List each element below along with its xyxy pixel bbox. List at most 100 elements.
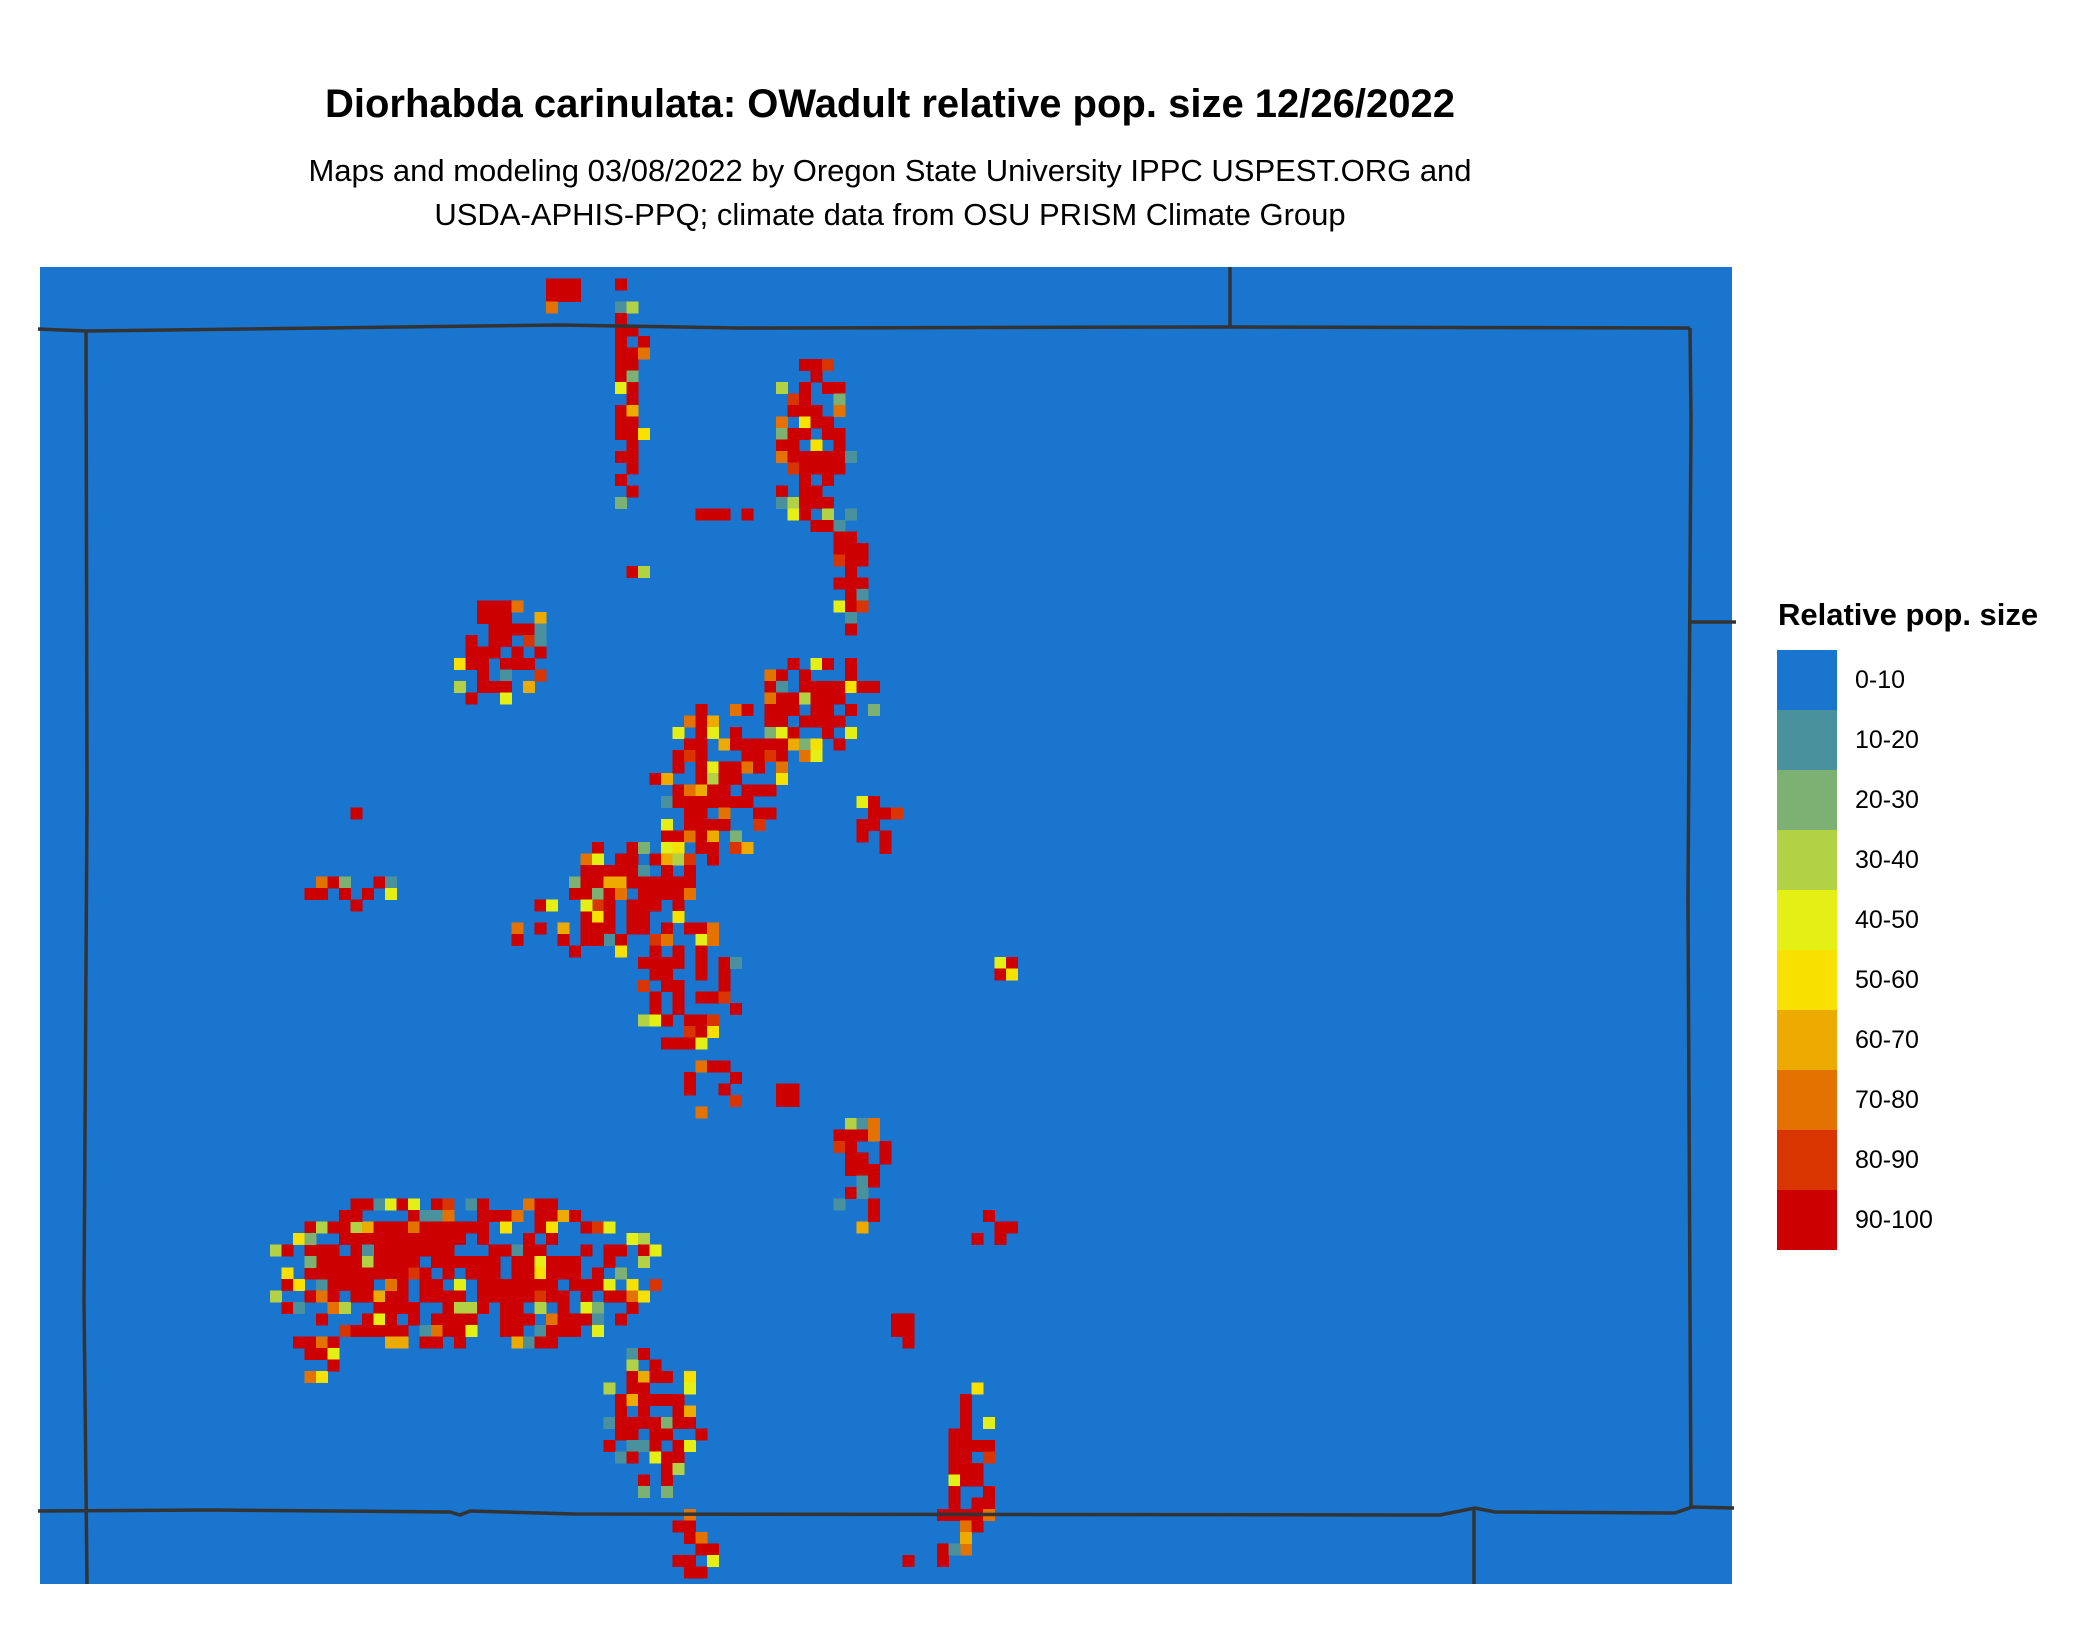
map-cell [661, 1417, 673, 1429]
legend-item: 70-80 [1777, 1070, 1933, 1130]
map-cell [626, 485, 639, 498]
map-cell [362, 1244, 374, 1257]
map-cell [546, 899, 558, 912]
map-cell [799, 474, 811, 486]
map-cell [649, 1440, 662, 1452]
map-cell [454, 1221, 466, 1234]
map-cell [833, 738, 846, 751]
map-cell [603, 888, 616, 900]
map-cell [672, 853, 685, 866]
map-cell [799, 462, 811, 475]
map-cell [672, 842, 685, 854]
map-cell [856, 554, 869, 567]
map-cell [626, 462, 639, 475]
map-cell [672, 991, 685, 1004]
map-cell [661, 888, 673, 900]
map-cell [684, 807, 696, 820]
legend-label: 70-80 [1855, 1085, 1919, 1114]
map-cell [764, 669, 777, 682]
map-cell [615, 474, 627, 486]
map-cell [534, 1267, 547, 1280]
map-cell [615, 451, 627, 463]
map-cell [500, 600, 512, 613]
map-cell [787, 462, 800, 475]
map-cell [408, 1244, 420, 1257]
map-cell [281, 1279, 294, 1291]
map-cell [592, 1302, 604, 1314]
map-cell [730, 1072, 742, 1084]
map-cell [833, 428, 846, 440]
map-cell [500, 623, 512, 636]
map-cell [327, 1244, 340, 1257]
map-cell [431, 1198, 443, 1211]
map-cell [431, 1325, 443, 1337]
map-cell [465, 635, 478, 647]
map-cell [546, 1325, 558, 1337]
map-cell [592, 911, 604, 923]
map-cell [316, 1244, 328, 1257]
map-cell [534, 623, 547, 636]
map-cell [396, 1267, 409, 1280]
map-cell [810, 750, 823, 762]
map-cell [718, 796, 731, 808]
map-cell [684, 1072, 696, 1084]
map-cell [868, 681, 880, 693]
map-cell [339, 1221, 351, 1234]
map-cell [511, 1279, 524, 1291]
map-cell [408, 1267, 420, 1280]
map-cell [592, 842, 604, 854]
map-cell [477, 658, 489, 670]
map-cell [845, 612, 857, 624]
map-cell [661, 876, 673, 889]
map-cell [879, 807, 892, 820]
map-cell [546, 1256, 558, 1268]
map-cell [948, 1474, 961, 1487]
map-cell [373, 1313, 386, 1326]
map-cell [350, 1256, 363, 1268]
map-cell [764, 807, 777, 820]
map-cell [511, 1302, 524, 1314]
map-cell [649, 853, 662, 866]
map-cell [615, 888, 627, 900]
map-cell [753, 761, 765, 774]
map-cell [787, 738, 800, 751]
map-cell [626, 428, 639, 440]
map-cell [672, 1037, 685, 1050]
map-cell [856, 577, 869, 590]
map-cell [385, 1267, 397, 1280]
map-cell [695, 738, 708, 751]
map-cell [799, 416, 811, 429]
map-cell [442, 1325, 455, 1337]
map-cell [419, 1290, 432, 1303]
map-cell [580, 1290, 593, 1303]
map-cell [994, 957, 1007, 969]
map-cell [845, 577, 857, 590]
map-cell [511, 623, 524, 636]
map-cell [362, 1198, 374, 1211]
state-boundary-bottom [37, 1505, 1735, 1517]
map-cell [822, 715, 834, 728]
map-cell [569, 888, 581, 900]
map-cell [362, 1290, 374, 1303]
map-cell [638, 1440, 650, 1452]
map-cell [799, 359, 811, 371]
map-cell [580, 1279, 593, 1291]
map-cell [615, 278, 627, 291]
map-cell [695, 1026, 708, 1038]
map-cell [810, 704, 823, 716]
map-cell [385, 1279, 397, 1291]
map-cell [741, 704, 754, 716]
map-cell [408, 1233, 420, 1245]
map-cell [994, 1233, 1007, 1245]
map-cell [833, 520, 846, 532]
map-cell [971, 1463, 984, 1475]
map-cell [707, 934, 719, 946]
map-cell [477, 681, 489, 693]
map-cell [534, 1302, 547, 1314]
map-cell [454, 1290, 466, 1303]
map-cell [442, 1210, 455, 1222]
map-cell [810, 439, 823, 452]
map-cell [465, 1302, 478, 1314]
map-cell [569, 1256, 581, 1268]
map-cell [592, 1279, 604, 1291]
